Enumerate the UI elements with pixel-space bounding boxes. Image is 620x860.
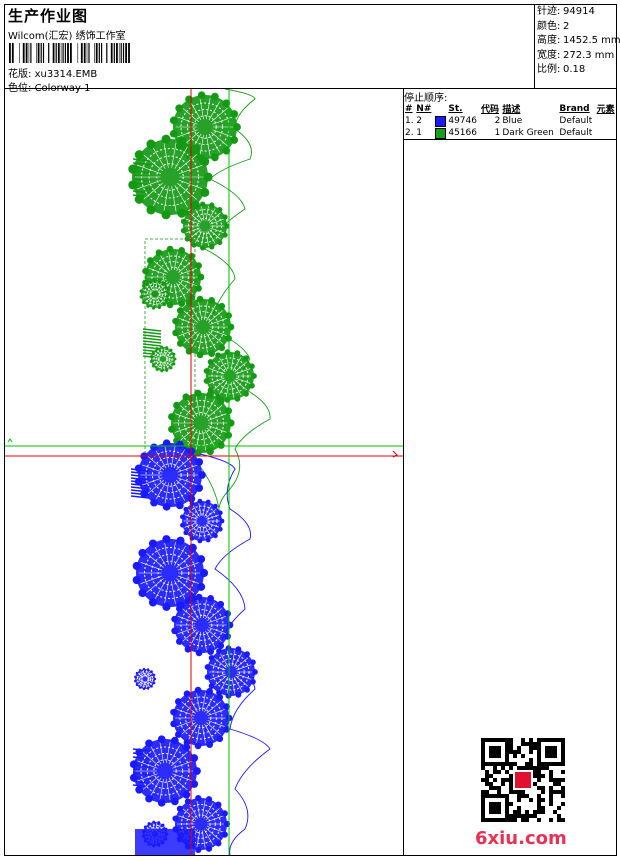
col-code: 代码 (481, 105, 500, 115)
lace-medallion (134, 667, 157, 691)
table-row: 1. 2 49746 2 Blue Default (405, 115, 593, 127)
header-info: 生产作业图 Wilcom(汇宏) 绣饰工作室 花版: xu3314.EMB 色位… (5, 5, 534, 94)
software-label: Wilcom(汇宏) 绣饰工作室 (8, 31, 126, 42)
color-swatch (434, 115, 446, 127)
design-file: 花版: xu3314.EMB (8, 65, 97, 80)
body-divider (403, 88, 404, 856)
color-swatch (434, 127, 446, 139)
qr-code-icon (481, 738, 565, 822)
table-row: 2. 1 45166 1 Dark Green Default (404, 127, 617, 140)
lace-medallion (128, 134, 213, 220)
lace-medallion (172, 295, 235, 359)
lace-medallion (203, 349, 257, 403)
lace-medallion (180, 201, 230, 251)
lace-medallion (149, 345, 177, 373)
header-divider (534, 4, 535, 88)
header-bottom-line (4, 88, 617, 89)
col-desc: 描述 (502, 105, 521, 115)
col-element: 元素 (596, 105, 615, 115)
stop-sequence-table: # N# St. 代码 描述 Brand 元素 1. 2 49746 2 Blu… (404, 102, 617, 140)
embroidery-design-image (5, 89, 403, 855)
lace-medallion (204, 645, 258, 699)
embroidery-preview (5, 89, 403, 855)
page-title: 生产作业图 (8, 7, 89, 25)
col-brand: Brand (559, 103, 590, 114)
lace-medallion (132, 535, 209, 611)
design-file-value: xu3314.EMB (34, 69, 98, 80)
site-logo: 6xiu.com (475, 828, 567, 849)
page-frame (4, 4, 617, 856)
lace-medallion (171, 593, 234, 657)
lace-medallion (180, 498, 225, 544)
stat-colors: 颜色: 2 (537, 20, 570, 32)
table-header: # N# St. 代码 描述 Brand 元素 (404, 102, 617, 116)
lace-medallion (139, 278, 171, 310)
col-swatch (434, 102, 448, 115)
stat-height: 高度: 1452.5 mm (537, 35, 620, 46)
stat-stitches: 针迹: 94914 (537, 6, 595, 17)
design-file-label: 花版: (8, 69, 32, 80)
lace-medallion (134, 439, 206, 511)
lace-medallion (129, 735, 201, 807)
col-num: # (405, 103, 413, 114)
stat-width: 宽度: 272.3 mm (537, 49, 615, 61)
col-stitches: St. (448, 103, 463, 114)
stat-scale: 比例: 0.18 (537, 64, 586, 75)
stop-sequence-title: 停止顺序: (404, 93, 448, 104)
design-stats: 针迹: 94914 颜色: 2 高度: 1452.5 mm 宽度: 272.3 mm 比… (537, 5, 620, 78)
col-needle: N# (416, 103, 432, 114)
lace-medallion (170, 686, 233, 750)
barcode-icon (9, 43, 130, 63)
